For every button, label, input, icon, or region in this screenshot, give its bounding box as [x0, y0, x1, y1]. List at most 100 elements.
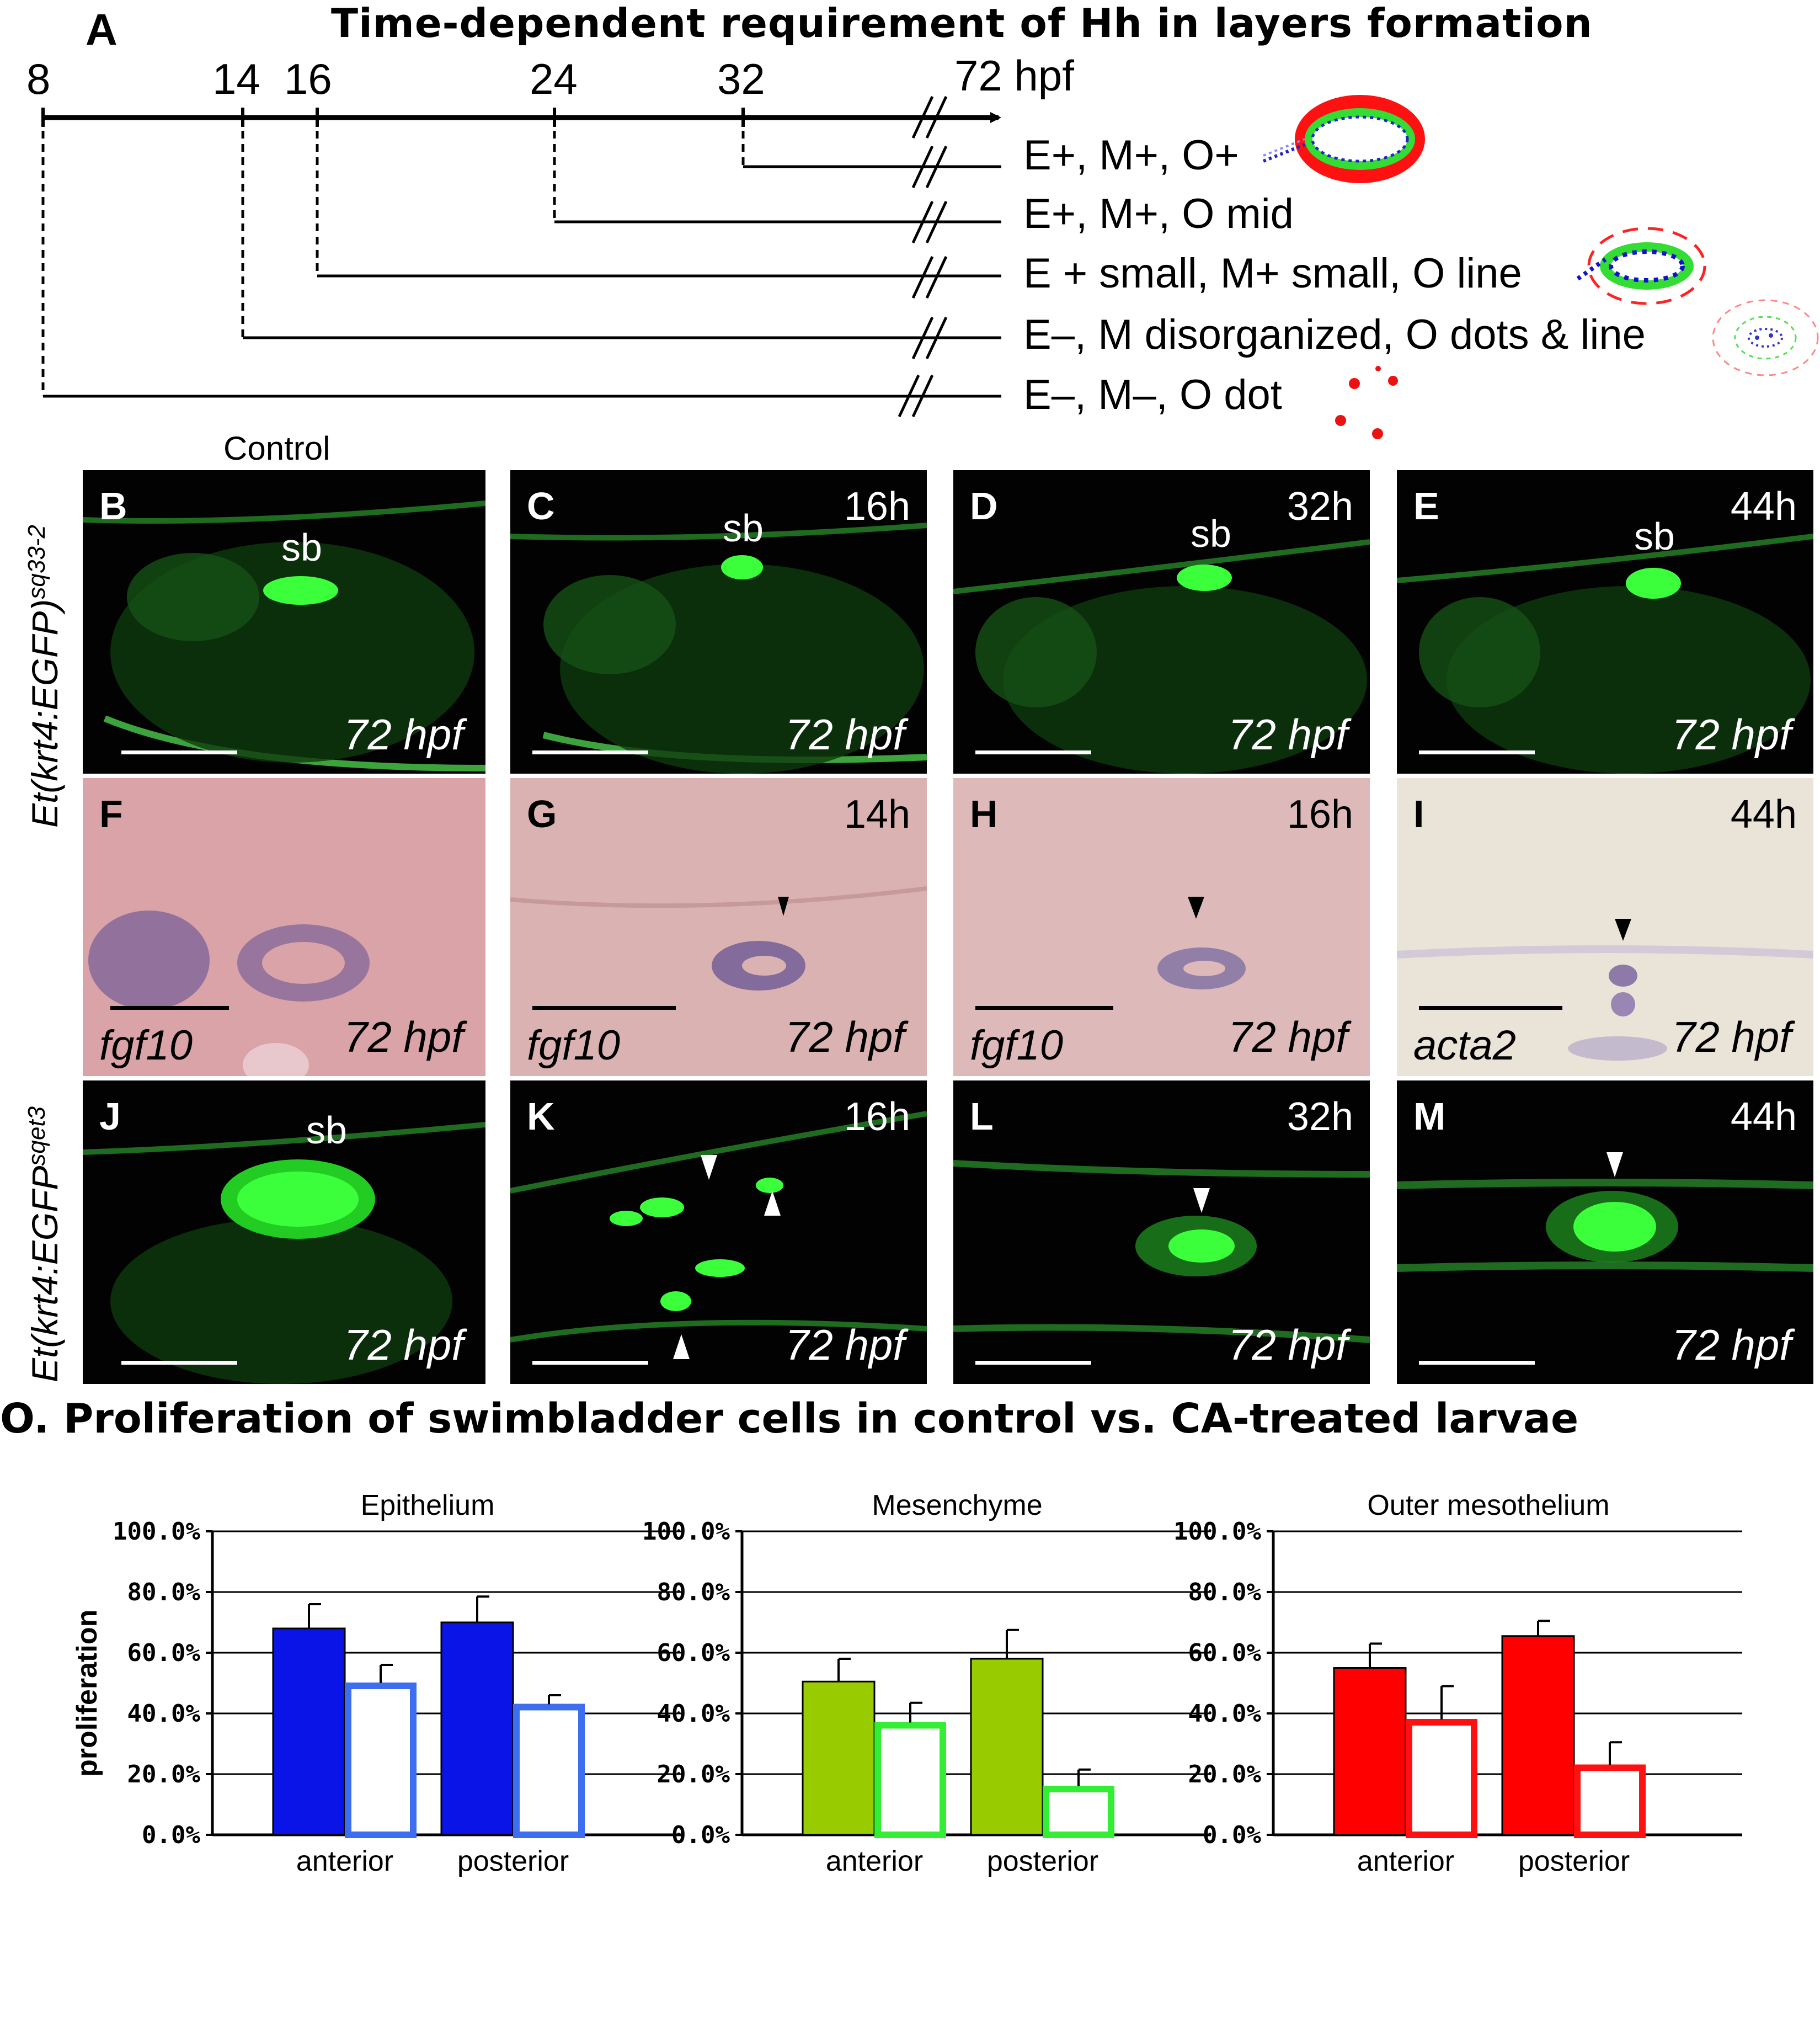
- bar: [1043, 1786, 1114, 1838]
- bar: [1501, 1635, 1575, 1836]
- gene-label: fgf10: [99, 1022, 193, 1069]
- row-label-krt4-sq33-2: Et(krt4:EGFP)sq33-2: [23, 525, 65, 828]
- larva-image: [510, 886, 927, 991]
- larva-image: [1397, 919, 1813, 1061]
- schematic-small-layers: [1576, 227, 1706, 305]
- larva-image: [1397, 1152, 1813, 1272]
- swimbladder-label: sb: [1191, 512, 1231, 555]
- bar: [1333, 1667, 1407, 1836]
- larva-image: [83, 1122, 485, 1384]
- bar-charts: Epithelium 0.0% 20.0% 40.0% 60.0% 80.0% 100.0%…: [0, 1468, 1820, 2022]
- y-tick-label: 100.0%: [642, 1518, 730, 1546]
- swimbladder-label: sb: [281, 526, 322, 569]
- x-category-label: anterior: [826, 1845, 923, 1877]
- arrowhead-marker: [764, 1191, 781, 1216]
- stage-label: 72 hpf: [1672, 710, 1791, 759]
- panel-l-letter: L: [970, 1095, 994, 1138]
- scale-bar: [532, 1006, 676, 1010]
- bar: [272, 1627, 346, 1836]
- arrowhead-marker: [778, 897, 789, 916]
- stage-label: 72 hpf: [1228, 1013, 1348, 1061]
- micrograph-panel-m: M 44h 72 hpf: [1397, 1080, 1813, 1384]
- gene-label: fgf10: [970, 1022, 1064, 1069]
- treatment-time-label: 44h: [1730, 792, 1797, 837]
- y-axis-label: proliferation: [71, 1610, 103, 1777]
- scale-bar: [532, 750, 648, 754]
- treatment-time-label: 44h: [1730, 485, 1797, 529]
- tick-label-32: 32: [717, 55, 765, 103]
- bar: [1574, 1764, 1646, 1838]
- arrowhead-marker: [1606, 1152, 1623, 1177]
- panel-g-letter: G: [527, 792, 557, 835]
- tick-label-72hpf: 72 hpf: [954, 51, 1074, 100]
- scale-bar: [121, 750, 237, 754]
- y-tick-label: 20.0%: [657, 1760, 730, 1788]
- treatment-time-label: 44h: [1730, 1095, 1797, 1139]
- y-tick-label: 80.0%: [127, 1578, 201, 1606]
- y-tick-label: 80.0%: [657, 1578, 730, 1606]
- scale-bar: [1419, 1006, 1562, 1010]
- bar: [440, 1621, 514, 1836]
- micrograph-panel-k: K 16h 72 hpf: [510, 1080, 927, 1384]
- chart-title: Outer mesothelium: [1367, 1489, 1609, 1521]
- treatment-time-label: 16h: [1287, 792, 1353, 837]
- x-category-label: posterior: [987, 1845, 1098, 1877]
- bar: [513, 1703, 585, 1838]
- scale-bar: [975, 750, 1091, 754]
- condition-label-8: E–, M–, O dot: [1023, 371, 1282, 418]
- larva-image: [510, 1111, 927, 1359]
- bar: [970, 1658, 1044, 1836]
- micrograph-panel-e: E 44h sb 72 hpf: [1397, 470, 1813, 774]
- control-label: Control: [223, 430, 330, 467]
- arrowhead-marker: [673, 1334, 690, 1359]
- scale-bar: [532, 1361, 648, 1365]
- bar: [345, 1683, 417, 1838]
- stage-label: 72 hpf: [344, 1013, 463, 1061]
- y-tick-label: 100.0%: [113, 1518, 200, 1546]
- swimbladder-label: sb: [723, 507, 764, 550]
- panel-k-letter: K: [527, 1095, 555, 1138]
- larva-image: [953, 539, 1370, 774]
- scale-bar: [121, 1361, 237, 1365]
- schematic-full-layers: [1262, 95, 1425, 183]
- timeline-axis-arrow: [990, 112, 1001, 123]
- larva-image: [510, 523, 927, 774]
- panel-d-letter: D: [970, 485, 998, 528]
- x-category-label: posterior: [457, 1845, 569, 1877]
- condition-label-32: E+, M+, O+: [1023, 132, 1239, 179]
- insitu-panel-h: H 16h fgf10 72 hpf: [953, 778, 1370, 1076]
- swimbladder-label: sb: [1634, 515, 1675, 558]
- bar: [802, 1680, 876, 1836]
- schematic-disorganized-layers: [1712, 299, 1819, 376]
- panel-c-letter: C: [527, 485, 555, 528]
- stage-label: 72 hpf: [344, 710, 463, 759]
- panel-j-letter: J: [99, 1095, 121, 1138]
- tick-label-14: 14: [212, 55, 260, 103]
- panel-m-letter: M: [1413, 1095, 1446, 1138]
- scale-bar: [110, 1006, 229, 1010]
- stage-label: 72 hpf: [344, 1321, 463, 1369]
- larva-image: [953, 1160, 1370, 1343]
- chart-title: Epithelium: [361, 1489, 495, 1521]
- row-label-krt4-sqet3: Et(krt4:EGFPsqet3: [23, 1106, 65, 1382]
- y-tick-label: 60.0%: [657, 1639, 730, 1667]
- y-tick-label: 20.0%: [127, 1760, 201, 1788]
- treatment-time-label: 32h: [1287, 485, 1353, 529]
- y-tick-label: 80.0%: [1188, 1578, 1262, 1606]
- treatment-time-label: 16h: [844, 485, 910, 529]
- y-tick-label: 0.0%: [142, 1821, 200, 1849]
- y-tick-label: 20.0%: [1188, 1760, 1262, 1788]
- treatment-time-label: 32h: [1287, 1095, 1353, 1139]
- larva-image: [83, 501, 485, 771]
- y-tick-label: 60.0%: [1188, 1639, 1262, 1667]
- micrograph-panel-b: B sb 72 hpf: [83, 470, 485, 774]
- panel-a-letter: A: [86, 5, 118, 54]
- panel-b-letter: B: [99, 485, 127, 528]
- arrowhead-marker: [1193, 1188, 1210, 1213]
- micrograph-panel-l: L 32h 72 hpf: [953, 1080, 1370, 1384]
- x-category-label: anterior: [1357, 1845, 1454, 1877]
- micrograph-panel-c: C 16h sb 72 hpf: [510, 470, 927, 774]
- insitu-panel-g: G 14h fgf10 72 hpf: [510, 778, 927, 1076]
- micrograph-panel-d: D 32h sb 72 hpf: [953, 470, 1370, 774]
- scale-bar: [975, 1006, 1113, 1010]
